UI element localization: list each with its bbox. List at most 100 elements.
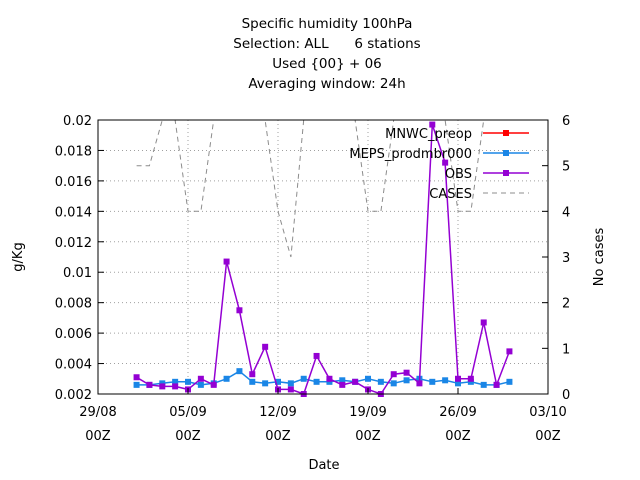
data-point: [159, 380, 166, 387]
legend: MNWC_preop MEPS_prodmbr000 OBS CASES: [349, 127, 529, 202]
legend-swatch-marker: [503, 170, 509, 176]
legend-swatch-marker: [503, 130, 509, 136]
data-point: [326, 378, 333, 385]
data-point: [377, 378, 384, 385]
data-point: [416, 380, 423, 387]
series-obs: [133, 121, 513, 397]
series-line: [136, 370, 510, 386]
x-tick-label-hour: 00Z: [175, 429, 201, 444]
y-axis-label: g/Kg: [11, 242, 26, 271]
x-tick-label-hour: 00Z: [355, 429, 381, 444]
data-point: [352, 378, 359, 385]
x-tick-label-date: 26/09: [439, 405, 476, 420]
data-point: [455, 380, 461, 387]
y-tick-label: 0.018: [55, 144, 92, 159]
x-tick-label-date: 05/09: [169, 405, 206, 420]
data-point: [210, 381, 217, 388]
data-point: [480, 381, 487, 388]
y-tick-label: 0.012: [55, 236, 92, 251]
plot-frame: [97, 119, 549, 395]
y2-tick-label: 3: [562, 251, 570, 266]
data-point: [197, 375, 204, 382]
data-point: [467, 375, 474, 382]
y-tick-label: 0.014: [55, 205, 92, 220]
data-point: [339, 377, 346, 384]
data-point: [403, 369, 410, 376]
data-point: [506, 348, 513, 355]
y2-tick-label: 0: [562, 388, 570, 403]
data-point: [249, 378, 256, 385]
data-point: [442, 377, 449, 384]
y-tick-label: 0.006: [55, 327, 92, 342]
data-point: [249, 371, 256, 378]
x-tick-label-hour: 00Z: [265, 429, 291, 444]
data-point: [287, 386, 294, 393]
legend-label: MNWC_preop: [385, 127, 472, 142]
data-point: [480, 319, 487, 326]
data-point: [236, 307, 243, 314]
x-tick-label-hour: 00Z: [445, 429, 471, 444]
chart-title: Specific humidity 100hPa: [241, 16, 413, 32]
data-point: [403, 377, 410, 384]
y2-tick-label: 1: [562, 342, 570, 357]
y-tick-label: 0.004: [55, 358, 92, 373]
y2-tick-label: 5: [562, 160, 570, 175]
legend-label: OBS: [445, 167, 472, 182]
legend-label: CASES: [429, 187, 472, 202]
data-point: [442, 159, 449, 166]
data-point: [467, 378, 474, 385]
data-point: [223, 375, 230, 382]
y2-tick-label: 4: [562, 205, 570, 220]
data-point: [429, 121, 436, 128]
data-point: [506, 378, 513, 385]
data-point: [455, 375, 461, 382]
data-point: [223, 258, 230, 265]
data-point: [313, 352, 320, 359]
data-point: [159, 383, 166, 390]
data-point: [262, 380, 269, 387]
legend-label: MEPS_prodmbr000: [349, 147, 472, 162]
chart-subtitle-used: Used {00} + 06: [272, 56, 382, 72]
grid-layer: [98, 120, 548, 394]
series-layer: [133, 119, 513, 397]
data-point: [390, 371, 397, 378]
data-point: [133, 374, 140, 381]
data-point: [313, 378, 320, 385]
data-point: [146, 381, 153, 388]
data-point: [339, 381, 346, 388]
data-point: [197, 381, 204, 388]
data-point: [236, 368, 243, 375]
x-tick-label-date: 03/10: [529, 405, 566, 420]
chart-subtitle-averaging: Averaging window: 24h: [248, 76, 406, 92]
data-point: [185, 378, 191, 385]
data-point: [133, 381, 140, 388]
data-point: [493, 381, 500, 388]
y2-tick-label: 6: [562, 114, 570, 129]
data-point: [172, 378, 179, 385]
data-point: [429, 378, 436, 385]
x-tick-label-date: 12/09: [259, 405, 296, 420]
x-tick-label-date: 29/08: [79, 405, 116, 420]
y-tick-label: 0.01: [63, 266, 92, 281]
series-line: [136, 124, 511, 395]
data-point: [262, 343, 269, 350]
y2-tick-label: 2: [562, 297, 570, 312]
x-axis-label: Date: [308, 458, 339, 473]
y2-axis-label: No cases: [592, 228, 607, 287]
legend-swatch-marker: [503, 150, 509, 156]
data-point: [275, 378, 281, 385]
data-point: [172, 383, 179, 390]
data-point: [326, 375, 333, 382]
x-tick-label-date: 19/09: [349, 405, 386, 420]
data-point: [287, 380, 294, 387]
data-point: [300, 375, 307, 382]
data-point: [365, 375, 371, 382]
y-tick-label: 0.008: [55, 297, 92, 312]
data-point: [390, 380, 397, 387]
x-tick-label-hour: 00Z: [535, 429, 561, 444]
y-tick-label: 0.002: [55, 388, 92, 403]
chart-title-block: Specific humidity 100hPa Selection: ALL …: [0, 14, 640, 94]
axes-layer: 0.002 0.004 0.006 0.008 0.01 0.012 0.014 0.016 0…: [55, 114, 571, 444]
chart-subtitle-selection: Selection: ALL 6 stations: [233, 36, 421, 52]
